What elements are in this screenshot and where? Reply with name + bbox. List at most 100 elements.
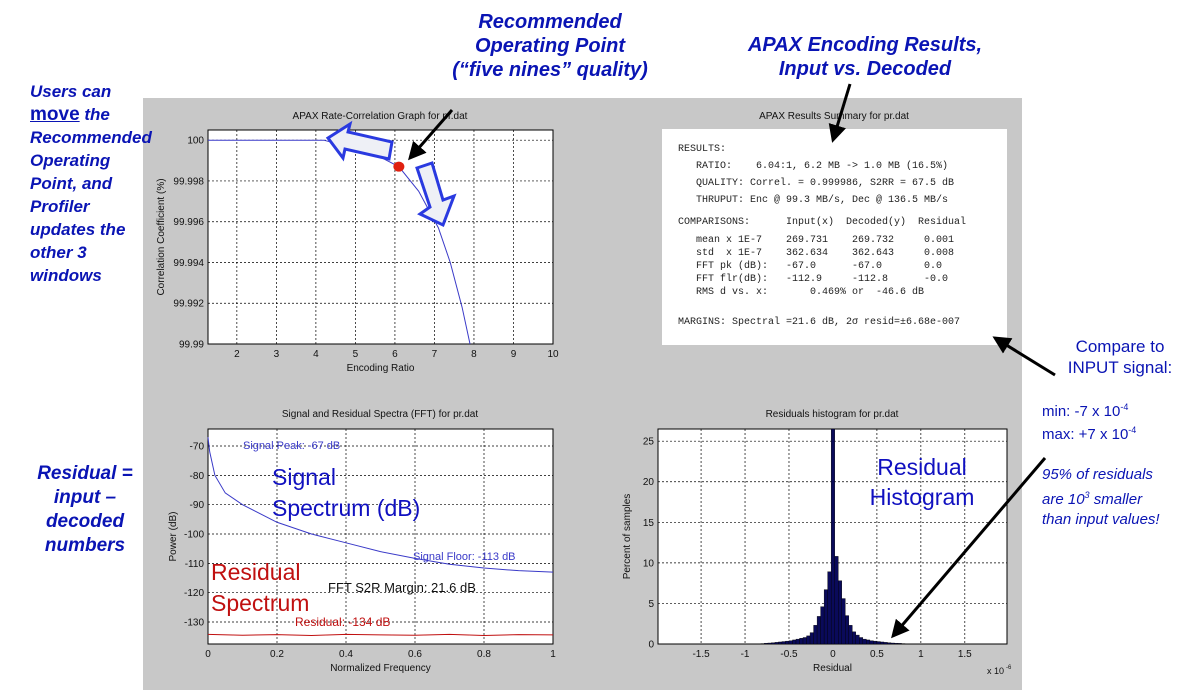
histogram-bar [880, 641, 885, 645]
residual-spectrum-label: Spectrum [211, 590, 309, 616]
signal-spectrum-label: Spectrum (dB) [272, 495, 420, 521]
ann-line: Residual = [37, 463, 133, 484]
ann-line: Profiler [30, 197, 90, 216]
results-line: FFT flr(dB): -112.9 -112.8 -0.0 [678, 274, 949, 285]
rate-correlation-title: APAX Rate-Correlation Graph for pr.dat [292, 111, 468, 122]
histogram-bar [806, 635, 811, 645]
min-max-annotation: min: -7 x 10-4 max: +7 x 10-4 [1042, 398, 1136, 444]
histogram-bar [883, 642, 888, 645]
y-tick-label: 0 [648, 640, 654, 651]
max-exp: -4 [1128, 425, 1137, 435]
histogram-bar [774, 642, 779, 645]
ann-line: (“five nines” quality) [452, 59, 648, 81]
histogram-bar [830, 428, 835, 645]
x-tick-label: 4 [313, 349, 319, 360]
y-tick-label: 99.992 [173, 299, 204, 310]
histogram-bar [795, 638, 800, 645]
histogram-bar [897, 643, 902, 645]
x-tick-label: 0.5 [870, 649, 884, 660]
x-tick-label: 5 [353, 349, 359, 360]
signal-peak-label: Signal Peak: -67 dB [243, 440, 340, 452]
results-line: QUALITY: Correl. = 0.999986, S2RR = 67.5… [678, 178, 955, 189]
y-tick-label: -110 [185, 559, 205, 570]
signal-spectrum-label: Signal [272, 464, 336, 490]
ann-line: Recommended [30, 128, 152, 147]
results-line: RATIO: 6.04:1, 6.2 MB -> 1.0 MB (16.5%) [678, 161, 949, 172]
y-tick-label: 99.998 [173, 176, 204, 187]
x-tick-label: 1 [918, 649, 924, 660]
operating-point-handle[interactable] [393, 161, 405, 172]
residuals-note: 95% of residuals are 103 smaller than in… [1042, 465, 1160, 530]
ann-line: the [84, 105, 110, 124]
residual-histogram-label: Residual [877, 454, 967, 480]
histogram-bar [827, 571, 832, 645]
results-line: mean x 1E-7 269.731 269.732 0.001 [678, 235, 955, 246]
pointer-arrow-icon [891, 457, 1047, 639]
signal-floor-label: Signal Floor: -113 dB [413, 551, 516, 563]
operating-point-annotation: Recommended Operating Point (“five nines… [400, 10, 700, 82]
move-annotation: Users can move the Recommended Operating… [30, 80, 180, 287]
histogram-title: Residuals histogram for pr.dat [765, 409, 899, 420]
ann-line: APAX Encoding Results, [747, 34, 983, 56]
residual-histogram-label: Histogram [870, 484, 975, 510]
results-line: MARGINS: Spectral =21.6 dB, 2σ resid=±6.… [678, 317, 961, 328]
ann-line: updates the [30, 220, 126, 239]
histogram-bar [866, 639, 871, 645]
histogram-bar [845, 615, 849, 645]
residual-line [207, 633, 554, 636]
y-tick-label: -70 [190, 442, 205, 453]
x-multiplier: x 10 [987, 666, 1004, 676]
left-block-arrow-icon [325, 120, 394, 162]
y-tick-label: 99.996 [173, 217, 204, 228]
histogram-bar [894, 642, 899, 645]
plot-area [207, 129, 554, 345]
histogram-bar [852, 631, 856, 645]
x-axis-label: Residual [813, 663, 852, 674]
ann-line: Operating Point [475, 35, 625, 57]
histogram-bar [834, 556, 839, 645]
ann-line: 95% of residuals [1042, 466, 1153, 483]
residual-level-label: Residual: -134 dB [295, 615, 390, 629]
x-tick-label: 6 [392, 349, 398, 360]
pointer-arrow-icon [408, 109, 454, 161]
histogram-bar [887, 642, 892, 645]
histogram-bar [855, 634, 860, 645]
histogram-bar [862, 638, 867, 645]
pointer-arrow-icon [828, 83, 852, 143]
x-tick-label: 0.2 [270, 649, 284, 660]
compare-annotation: Compare to INPUT signal: [1045, 336, 1195, 378]
x-tick-label: -1 [741, 649, 750, 660]
histogram-bar [764, 642, 769, 645]
histogram-bar [767, 642, 772, 645]
results-line: FFT pk (dB): -67.0 -67.0 0.0 [678, 261, 943, 272]
histogram-bar [778, 641, 783, 645]
x-tick-label: 1 [550, 649, 556, 660]
ann-line: INPUT signal: [1067, 358, 1173, 377]
ann-line: Point, and [30, 174, 113, 193]
y-tick-label: -130 [184, 618, 204, 629]
residual-definition: Residual = input – decoded numbers [20, 462, 150, 558]
histogram-bar [809, 632, 814, 645]
results-line: THRUPUT: Enc @ 99.3 MB/s, Dec @ 136.5 MB… [678, 195, 949, 206]
ann-line: other 3 [30, 243, 87, 262]
x-tick-label: 0.6 [408, 649, 422, 660]
histogram-bar [841, 598, 846, 645]
x-tick-label: -0.5 [780, 649, 798, 660]
ann-line: Compare to [1075, 337, 1165, 356]
histogram-bar [890, 642, 895, 645]
x-tick-label: -1.5 [692, 649, 710, 660]
y-tick-label: 99.994 [173, 258, 204, 269]
x-tick-label: 8 [471, 349, 477, 360]
x-tick-label: 3 [274, 349, 280, 360]
histogram-bar [785, 640, 790, 645]
results-line: RESULTS: [678, 144, 727, 155]
y-tick-label: -80 [190, 471, 205, 482]
histogram-bar [873, 640, 878, 645]
histogram-bar [781, 641, 786, 645]
y-tick-label: 5 [648, 599, 654, 610]
x-tick-label: 7 [432, 349, 438, 360]
ann-line: windows [30, 266, 102, 285]
max-value: max: +7 x 10 [1042, 426, 1129, 443]
plot-area [207, 428, 554, 645]
ann-line: Recommended [478, 11, 622, 33]
